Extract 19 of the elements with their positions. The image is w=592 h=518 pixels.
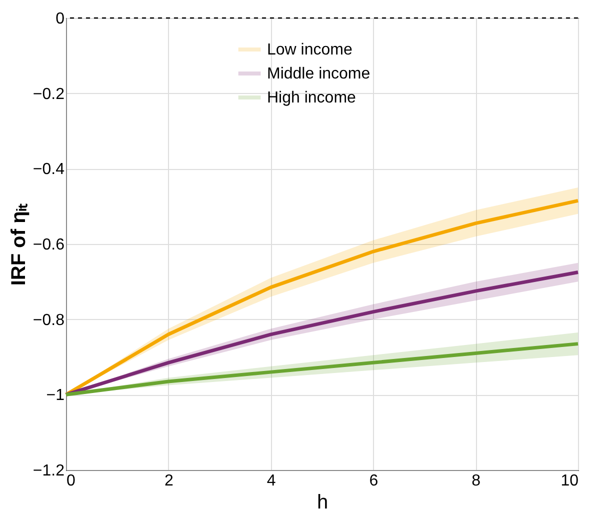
x-tick-label: 0	[66, 472, 76, 490]
x-tick-label: 10	[560, 472, 579, 490]
y-tick-label: 0	[56, 10, 65, 28]
y-tick-label: −1	[46, 387, 65, 404]
y-tick-label: −1.2	[32, 462, 65, 480]
y-tick-label: −0.6	[32, 236, 65, 254]
x-tick-label: 2	[164, 472, 174, 490]
x-tick-label: 4	[266, 472, 276, 490]
x-tick-label: 8	[472, 472, 481, 490]
y-tick-label: −0.2	[32, 86, 65, 103]
legend-label: Low income	[267, 42, 352, 58]
x-axis-title: h	[316, 492, 328, 514]
legend-label: High income	[267, 90, 356, 106]
x-tick-label: 6	[369, 472, 378, 490]
y-tick-label: −0.8	[32, 312, 65, 329]
y-axis-title: IRF of ηᵢₜ	[8, 203, 30, 286]
y-tick-label: −0.4	[32, 161, 65, 178]
line-series	[64, 342, 580, 396]
legend-label: Middle income	[267, 66, 370, 82]
